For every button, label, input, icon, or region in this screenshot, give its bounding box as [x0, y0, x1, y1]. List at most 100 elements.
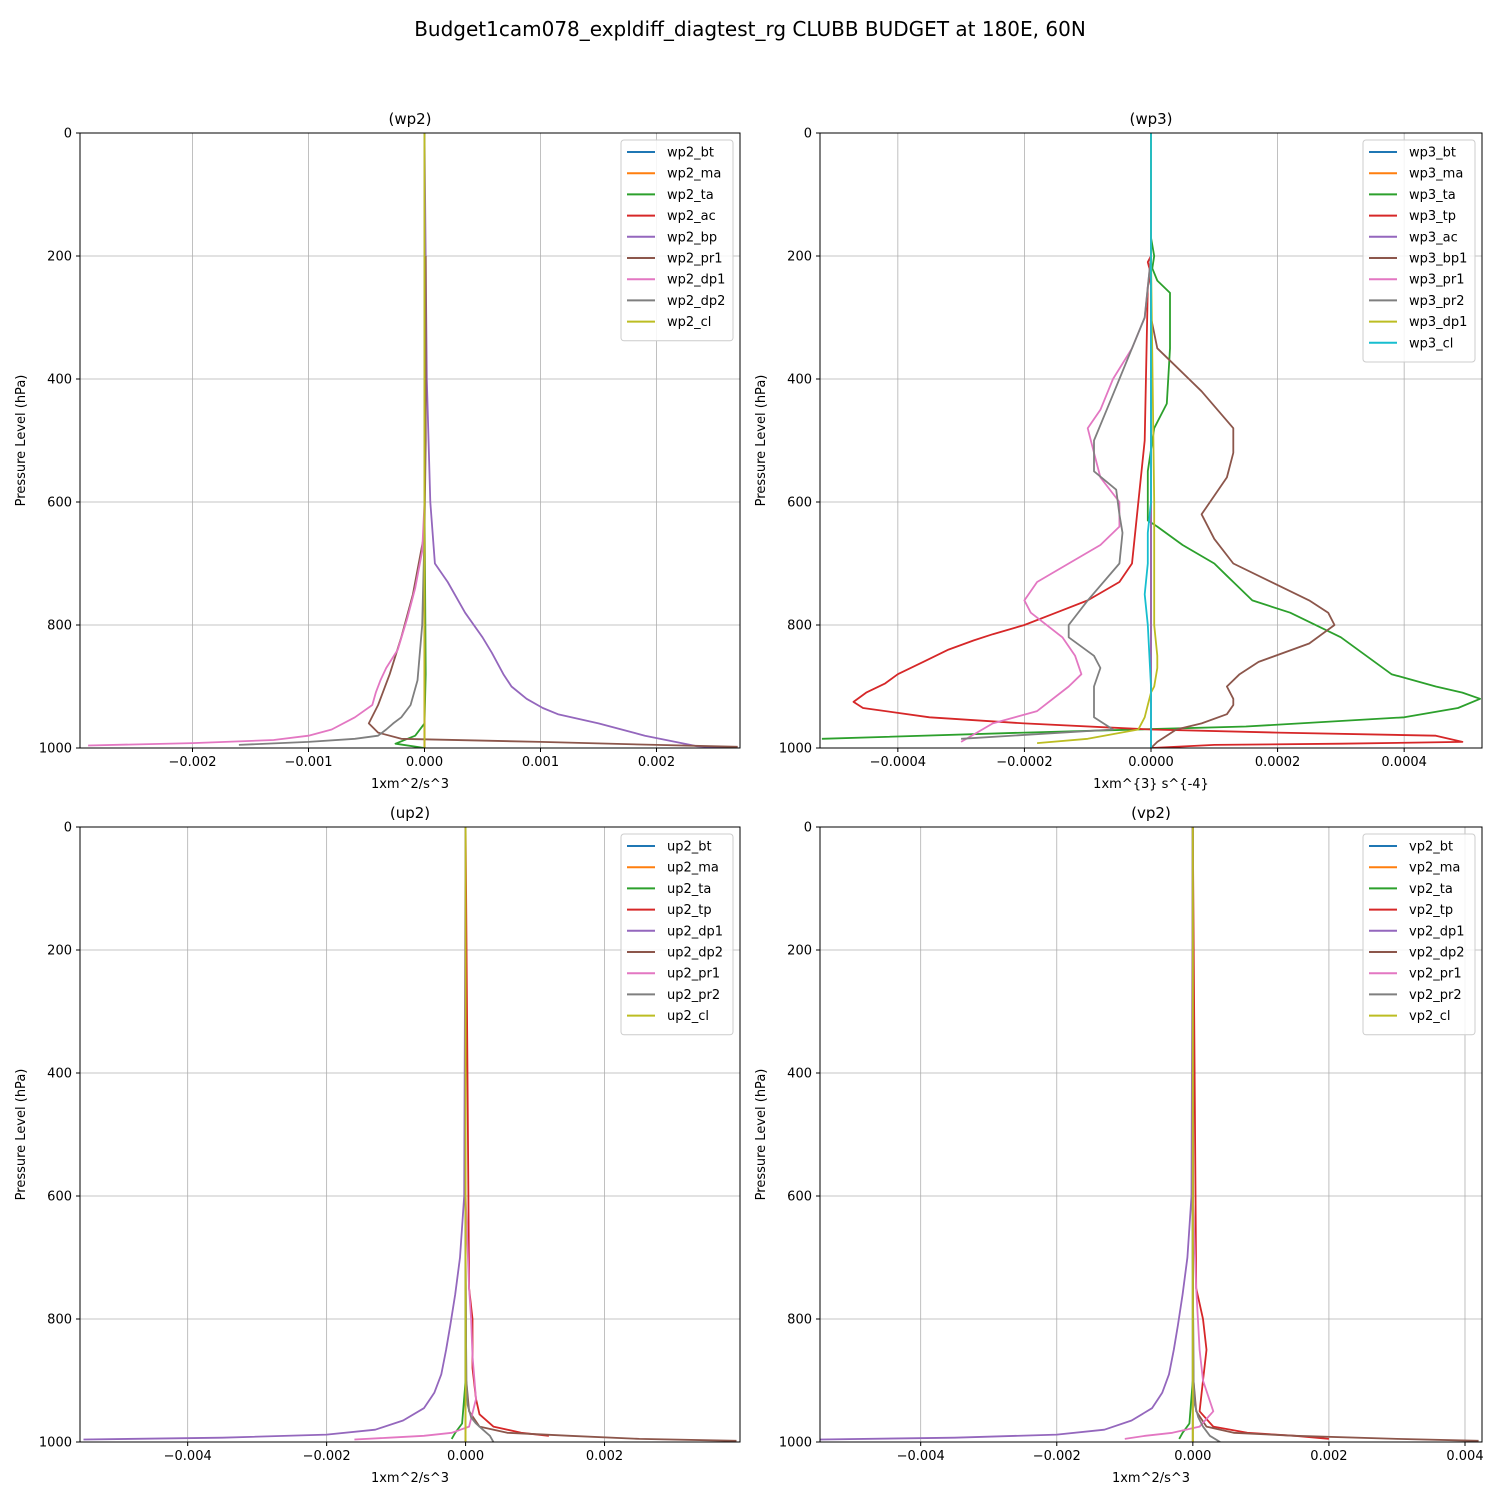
- legend-label: wp3_ta: [1409, 188, 1456, 203]
- axes-title: (vp2): [1131, 804, 1171, 822]
- series-line-vp2_pr1: [1124, 827, 1215, 1440]
- legend-label: wp2_ma: [667, 167, 721, 182]
- legend: up2_bt up2_ma up2_ta up2_tp up2_dp1 up2_dp2up…: [620, 833, 734, 1036]
- y-tick-label: 600: [47, 1190, 72, 1205]
- legend-label: wp3_pr1: [1409, 273, 1465, 288]
- legend: wp3_bt wp3_ma wp3_ta wp3_tp wp3_ac wp3_bp1 wp3…: [1362, 139, 1476, 363]
- legend-label: wp2_dp2: [667, 294, 725, 309]
- legend-label: vp2_ma: [1409, 861, 1460, 876]
- axes-title: (wp2): [388, 110, 431, 128]
- legend-label: up2_pr1: [667, 967, 720, 982]
- x-tick-label: 0.0004: [1381, 755, 1427, 770]
- legend-label: wp2_bt: [667, 146, 714, 161]
- legend-label: up2_dp2: [667, 946, 723, 961]
- x-tick-label: 0.004: [1446, 1449, 1483, 1464]
- legend-label: vp2_pr1: [1409, 967, 1462, 982]
- axes-frame: [79, 826, 741, 1443]
- x-tick-label: 0.000: [447, 1449, 484, 1464]
- legend-label: up2_ma: [667, 861, 719, 876]
- chart-panel: −0.002 −0.001 0.000 0.001 0.002 0 200 400 600 800…: [14, 110, 741, 792]
- y-tick-label: 200: [47, 944, 72, 959]
- series-line-up2_dp1: [83, 827, 467, 1441]
- series-line-wp3_tp: [852, 133, 1464, 748]
- series-group: [83, 827, 737, 1442]
- y-tick-label: 1000: [779, 1436, 812, 1451]
- series-line-wp3_bp1: [1150, 133, 1336, 748]
- series-line-wp2_dp2: [238, 133, 426, 746]
- x-axis-label: 1xm^{3} s^{-4}: [1093, 777, 1209, 792]
- legend-label: wp2_ta: [667, 188, 714, 203]
- y-tick-label: 1000: [779, 742, 812, 757]
- x-tick-label: −0.004: [897, 1449, 945, 1464]
- legend-label: vp2_dp1: [1409, 924, 1465, 939]
- series-line-wp3_pr2: [961, 133, 1152, 740]
- series-line-wp3_pr1: [960, 133, 1152, 743]
- legend-label: up2_ta: [667, 882, 711, 897]
- legend-label: wp2_cl: [667, 315, 711, 330]
- x-tick-label: −0.002: [1033, 1449, 1081, 1464]
- y-axis-label: Pressure Level (hPa): [754, 375, 769, 507]
- chart-panel: −0.004 −0.002 0.000 0.002 0 200 400 600 800 1000 (…: [14, 804, 741, 1486]
- axes-frame: [819, 826, 1483, 1443]
- y-tick-label: 600: [787, 496, 812, 511]
- legend-label: wp3_ac: [1409, 230, 1458, 245]
- y-axis-label: Pressure Level (hPa): [14, 1069, 29, 1201]
- series-line-wp3_ta: [821, 133, 1481, 740]
- legend-label: wp3_pr2: [1409, 294, 1465, 309]
- legend-label: up2_pr2: [667, 988, 720, 1003]
- y-tick-label: 200: [47, 250, 72, 265]
- y-axis-label: Pressure Level (hPa): [14, 375, 29, 507]
- series-line-wp2_bp: [423, 133, 732, 748]
- series-group: [821, 133, 1481, 748]
- y-tick-label: 1000: [39, 742, 72, 757]
- axes-frame: [79, 132, 741, 749]
- chart-panel: −0.004 −0.002 0.000 0.002 0.004 0 200 400 600 800…: [754, 804, 1484, 1486]
- y-tick-label: 0: [64, 821, 72, 836]
- series-line-vp2_dp1: [820, 827, 1194, 1441]
- legend-label: vp2_cl: [1409, 1009, 1450, 1024]
- x-tick-label: 0.002: [586, 1449, 623, 1464]
- series-line-wp3_cl: [1143, 133, 1152, 748]
- legend-box: [620, 833, 734, 1036]
- legend-label: up2_cl: [667, 1009, 709, 1024]
- legend-label: wp3_ma: [1409, 167, 1463, 182]
- y-tick-label: 0: [804, 821, 812, 836]
- legend-label: up2_bt: [667, 840, 712, 855]
- y-tick-label: 400: [787, 373, 812, 388]
- legend-label: wp3_tp: [1409, 209, 1456, 224]
- legend-label: vp2_bt: [1409, 840, 1453, 855]
- legend-box: [1362, 833, 1476, 1036]
- y-tick-label: 400: [47, 1067, 72, 1082]
- legend-label: wp2_dp1: [667, 273, 725, 288]
- legend-label: up2_dp1: [667, 924, 723, 939]
- axes-title: (wp3): [1129, 110, 1172, 128]
- x-tick-label: −0.0002: [996, 755, 1052, 770]
- y-tick-label: 200: [787, 250, 812, 265]
- chart-panel: −0.0004 −0.0002 0.0000 0.0002 0.0004 0 200 400 6…: [754, 110, 1483, 792]
- series-group: [820, 827, 1479, 1442]
- legend-label: vp2_dp2: [1409, 946, 1465, 961]
- series-group: [88, 133, 738, 748]
- x-tick-label: 0.000: [406, 755, 443, 770]
- x-tick-label: −0.002: [168, 755, 216, 770]
- y-tick-label: 0: [804, 127, 812, 142]
- series-line-wp3_dp1: [1037, 133, 1159, 744]
- y-tick-label: 800: [787, 619, 812, 634]
- legend-label: vp2_pr2: [1409, 988, 1462, 1003]
- legend-label: up2_tp: [667, 903, 712, 918]
- x-axis-label: 1xm^2/s^3: [371, 777, 449, 792]
- legend-label: wp2_pr1: [667, 252, 723, 267]
- legend-label: vp2_ta: [1409, 882, 1453, 897]
- legend-label: wp3_bp1: [1409, 252, 1467, 267]
- x-tick-label: 0.0000: [1128, 755, 1174, 770]
- series-line-up2_pr1: [354, 827, 477, 1441]
- x-tick-label: 0.001: [522, 755, 559, 770]
- y-tick-label: 400: [47, 373, 72, 388]
- x-tick-label: 0.000: [1174, 1449, 1211, 1464]
- x-tick-label: −0.002: [303, 1449, 351, 1464]
- legend-label: wp2_ac: [667, 209, 716, 224]
- x-axis-label: 1xm^2/s^3: [371, 1471, 449, 1486]
- x-tick-label: −0.001: [284, 755, 332, 770]
